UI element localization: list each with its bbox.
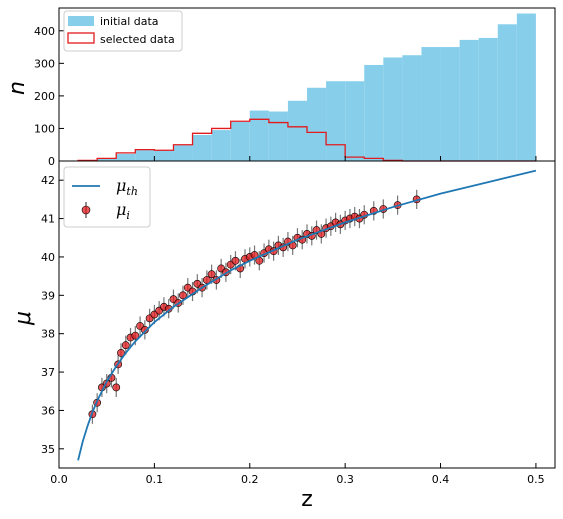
legend-label-data-points: μi bbox=[116, 200, 130, 222]
y-tick-label: 100 bbox=[34, 122, 55, 135]
y-tick-label: 400 bbox=[34, 25, 55, 38]
initial-data-bar bbox=[478, 37, 498, 161]
data-point bbox=[207, 270, 216, 279]
y-tick-label: 40 bbox=[41, 251, 55, 264]
y-tick-label: 39 bbox=[41, 289, 55, 302]
data-point bbox=[117, 348, 125, 357]
initial-data-bar bbox=[326, 81, 346, 161]
legend-swatch-initial-data bbox=[68, 16, 94, 26]
data-point bbox=[179, 291, 187, 300]
data-points bbox=[88, 195, 421, 419]
histogram-bars bbox=[78, 13, 536, 162]
x-tick-label: 0.4 bbox=[432, 473, 450, 486]
legend-label-initial-data: initial data bbox=[100, 15, 159, 28]
x-tick-label: 0.1 bbox=[146, 473, 164, 486]
y-tick-label: 0 bbox=[48, 155, 55, 168]
histogram-panel: 0 100 200 300 400 n initial data selected da… bbox=[5, 7, 556, 168]
initial-data-bar bbox=[307, 87, 327, 161]
initial-data-bar bbox=[192, 134, 212, 161]
initial-data-bar bbox=[287, 100, 307, 161]
initial-data-bar bbox=[135, 149, 155, 161]
x-tick-label: 0.5 bbox=[527, 473, 545, 486]
data-point bbox=[121, 341, 130, 350]
scatter-y-axis-label: μ bbox=[11, 311, 36, 326]
y-tick-label: 35 bbox=[41, 443, 55, 456]
y-tick-label: 42 bbox=[41, 174, 55, 187]
y-tick-label: 300 bbox=[34, 57, 55, 70]
scatter-axes-frame bbox=[58, 160, 556, 469]
data-point bbox=[131, 331, 140, 340]
initial-data-bar bbox=[154, 150, 174, 161]
scatter-x-axis-label: z bbox=[301, 487, 313, 512]
histogram-y-axis-label: n bbox=[5, 81, 30, 95]
y-tick-label: 38 bbox=[41, 328, 55, 341]
data-point bbox=[140, 325, 149, 334]
legend-label-selected-data: selected data bbox=[100, 33, 175, 46]
initial-data-bar bbox=[440, 47, 460, 162]
x-tick-label: 0.2 bbox=[241, 473, 259, 486]
initial-data-bar bbox=[383, 57, 403, 161]
legend-swatch-selected-data bbox=[67, 32, 95, 44]
initial-data-bar bbox=[230, 121, 250, 161]
initial-data-bar bbox=[211, 130, 231, 161]
initial-data-bar bbox=[97, 158, 117, 161]
data-point bbox=[112, 383, 121, 392]
scatter-y-ticks: 35 36 37 38 39 40 41 42 bbox=[41, 174, 64, 456]
scatter-legend: μth μi bbox=[63, 166, 151, 228]
initial-data-bar bbox=[516, 13, 536, 161]
initial-data-bar bbox=[497, 24, 517, 161]
histogram-legend: initial data selected data bbox=[63, 10, 183, 52]
x-tick-label: 0.0 bbox=[50, 473, 68, 486]
initial-data-bar bbox=[402, 55, 422, 161]
initial-data-bar bbox=[364, 64, 384, 161]
legend-label-model-curve: μth bbox=[116, 176, 138, 198]
initial-data-bar bbox=[173, 145, 193, 161]
initial-data-bar bbox=[345, 81, 365, 161]
initial-data-bar bbox=[459, 39, 479, 161]
data-point bbox=[202, 276, 211, 284]
data-point bbox=[231, 256, 240, 265]
initial-data-bar bbox=[421, 47, 441, 162]
scatter-x-ticks: 0.0 0.1 0.2 0.3 0.4 0.5 bbox=[50, 463, 545, 486]
initial-data-bar bbox=[116, 153, 136, 161]
model-curve bbox=[77, 169, 537, 461]
y-tick-label: 41 bbox=[41, 213, 55, 226]
initial-data-bar bbox=[249, 110, 269, 161]
y-tick-label: 200 bbox=[34, 90, 55, 103]
histogram-y-ticks: 0 100 200 300 400 bbox=[34, 25, 537, 168]
y-tick-label: 36 bbox=[41, 404, 55, 417]
initial-data-bar bbox=[268, 111, 288, 161]
x-tick-label: 0.3 bbox=[336, 473, 354, 486]
legend-swatch-data-point bbox=[81, 205, 91, 215]
y-tick-label: 37 bbox=[41, 366, 55, 379]
